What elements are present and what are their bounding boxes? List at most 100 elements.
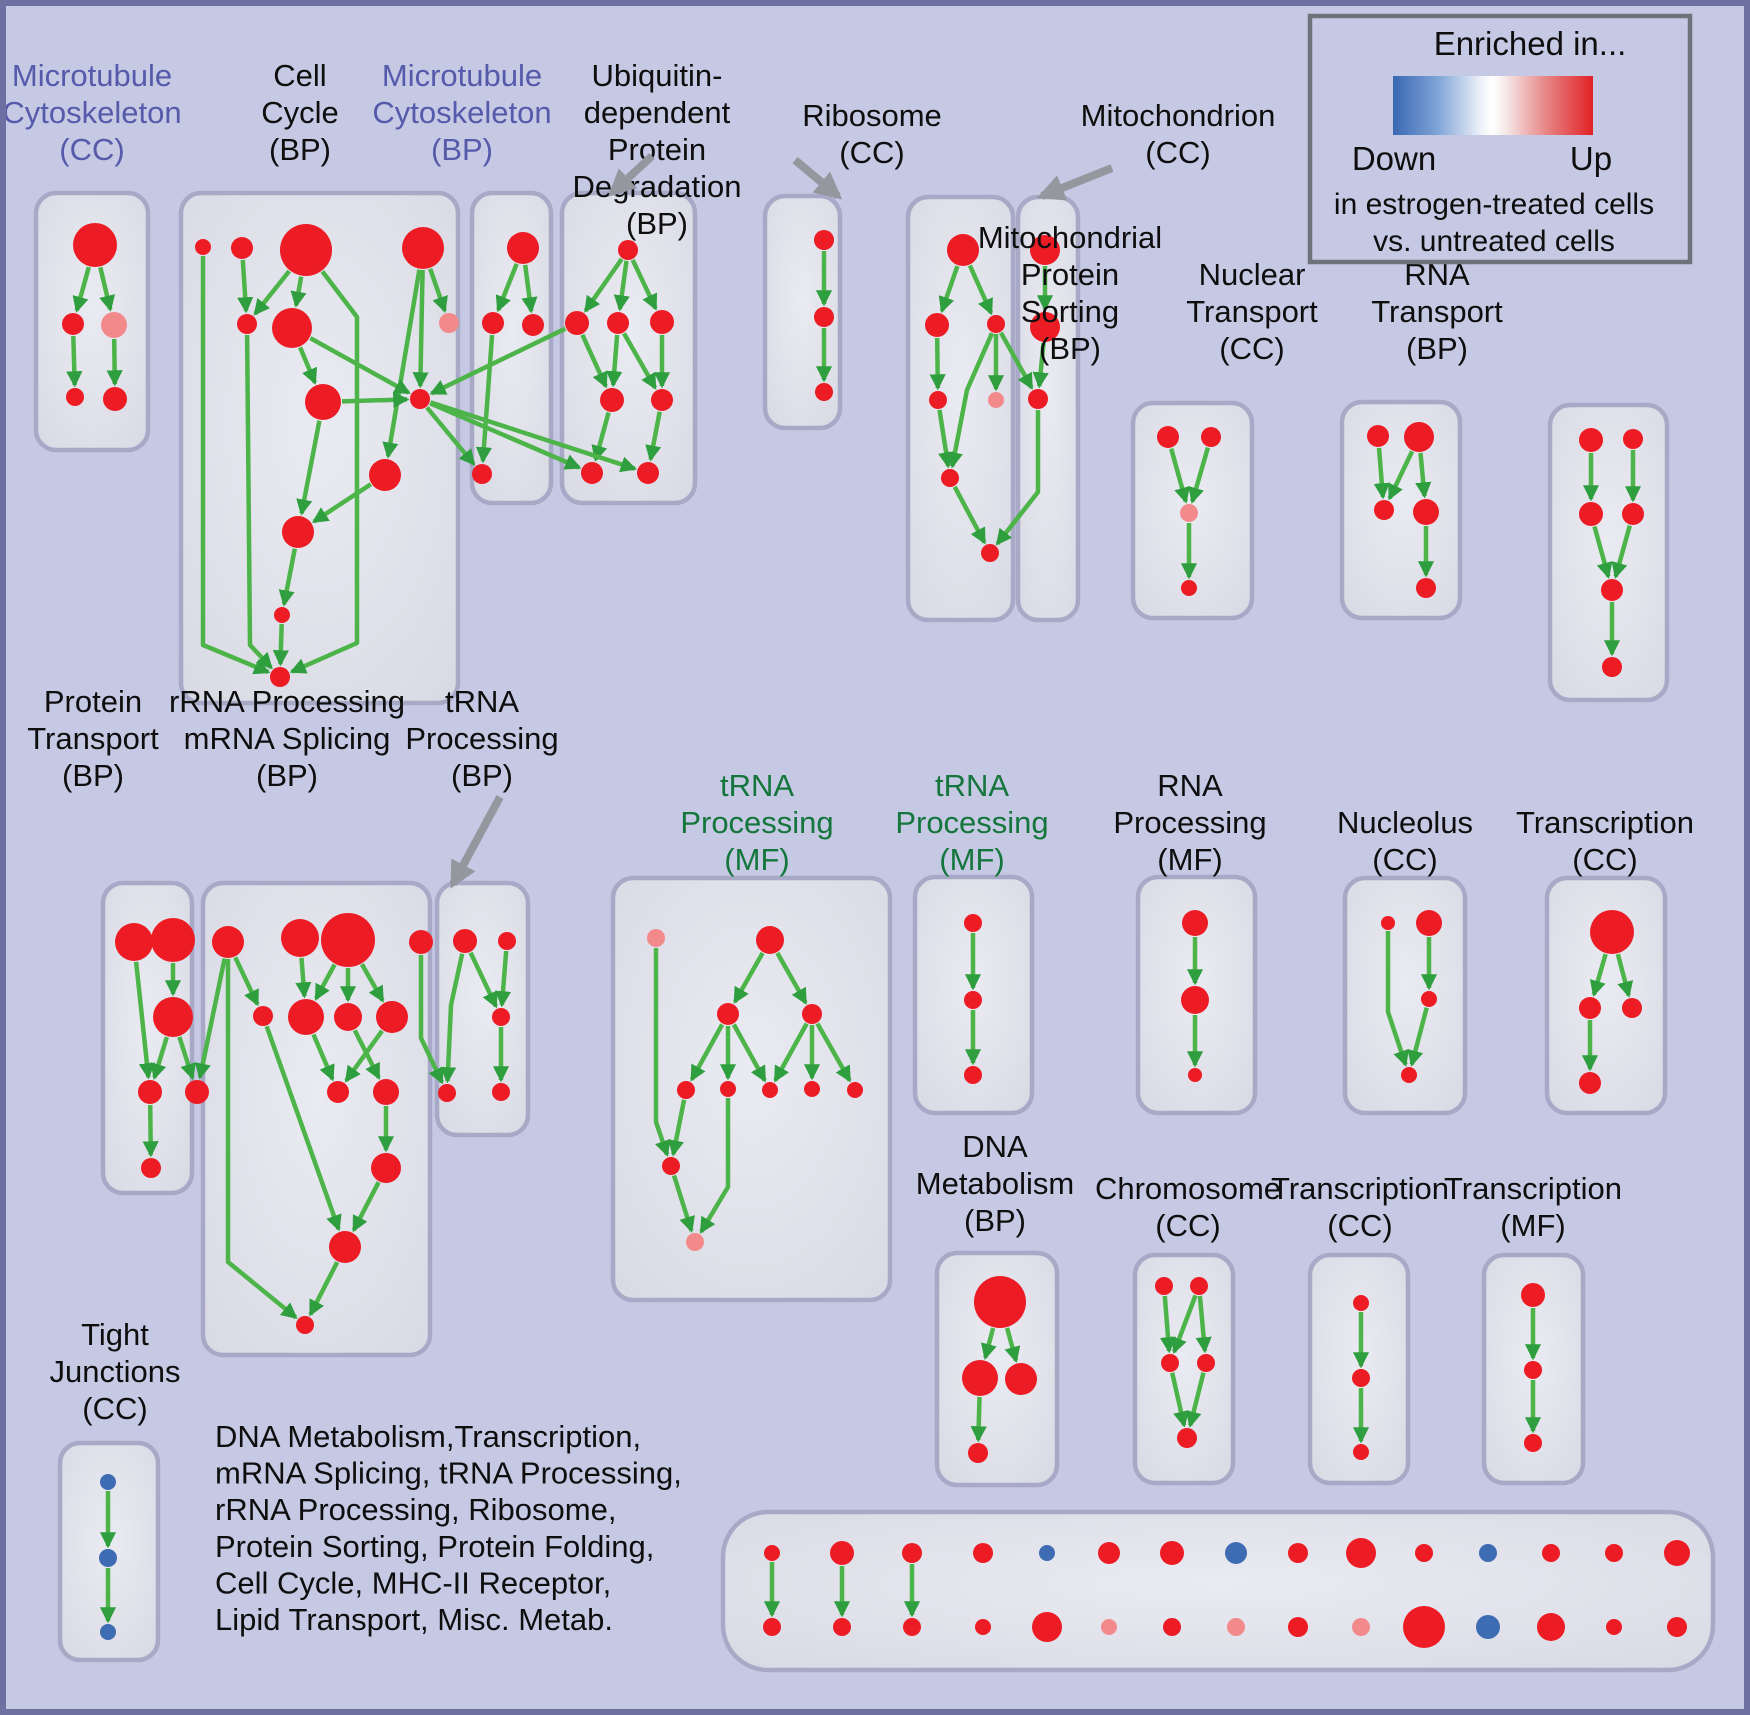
edge-rnat [1611, 524, 1632, 579]
cluster-label-dna-metabolism-line1: DNA [962, 1129, 1028, 1164]
go-term-node-cc-12 [270, 667, 290, 687]
cluster-label-trna-processing-bp-line2: Processing [405, 721, 558, 756]
cluster-label-microtubule-bp-line2: Cytoskeleton [372, 95, 551, 130]
go-term-node-cc-8 [410, 389, 430, 409]
cluster-label-dna-metabolism-line3: (BP) [964, 1203, 1026, 1238]
edge-cc [309, 336, 411, 395]
cluster-label-protein-transport-line2: Transport [27, 721, 159, 756]
go-term-node-ribo-4 [988, 392, 1004, 408]
cluster-label-mitochondrial-protein-sorting-line4: (BP) [1039, 331, 1101, 366]
go-term-node-ubiq-3 [650, 310, 674, 334]
cluster-label-ubiquitin-degradation-line3: Protein [608, 132, 706, 167]
go-term-node-trnamf1-3 [802, 1004, 822, 1024]
go-term-node-cc-1 [231, 237, 253, 259]
cluster-label-mitochondrion-line1: Mitochondrion [1081, 98, 1276, 133]
go-term-node-wide-0 [764, 1545, 780, 1561]
edge-cc [253, 269, 291, 316]
go-term-node-wide-3 [973, 1543, 993, 1563]
go-term-node-rnat-3 [1622, 503, 1644, 525]
go-term-node-nuct-2 [1374, 500, 1394, 520]
go-term-node-cc-3 [402, 227, 444, 269]
go-term-node-prott-1 [151, 918, 195, 962]
edge-cc [341, 391, 410, 408]
edge-nuct [1373, 447, 1390, 500]
go-term-node-nucleolus-2 [1421, 991, 1437, 1007]
go-term-node-mtbp-2 [522, 314, 544, 336]
go-term-node-ribo-3 [929, 391, 947, 409]
cluster-label-transcription-mf-line1: Transcription [1444, 1171, 1622, 1206]
edge-mtcc [98, 266, 115, 312]
go-term-node-cc-11 [274, 607, 290, 623]
go-term-node-wide-21 [1163, 1618, 1181, 1636]
go-term-node-ubiq-2 [607, 312, 629, 334]
edge-transcc2 [1589, 953, 1608, 997]
go-term-node-mtbp-0 [507, 232, 539, 264]
edge-cross-rrna.0-prott.4 [194, 958, 227, 1080]
go-term-node-wide-26 [1476, 1615, 1500, 1639]
cluster-label-mitochondrial-protein-sorting-line3: Sorting [1021, 294, 1119, 329]
edge-ribo [937, 409, 955, 469]
go-term-node-transmf-1 [1524, 1361, 1542, 1379]
cluster-label-microtubule-cc-line3: (CC) [59, 132, 124, 167]
go-term-node-transcc3-2 [1353, 1444, 1369, 1460]
go-term-node-dnamet-0 [974, 1276, 1026, 1328]
edge-ubiq [645, 411, 662, 462]
go-term-node-wide-7 [1225, 1542, 1247, 1564]
go-term-node-wide-11 [1479, 1544, 1497, 1562]
go-term-node-nucleolus-1 [1416, 910, 1442, 936]
cluster-label-transcription-cc-row2-line1: Transcription [1516, 805, 1694, 840]
edge-cross-mito.2-ribo.6 [995, 410, 1041, 546]
cluster-label-protein-transport-line3: (BP) [62, 758, 124, 793]
go-term-node-chrom-1 [1190, 1277, 1208, 1295]
go-term-node-dnamet-3 [968, 1443, 988, 1463]
edge-ubiq [613, 260, 630, 312]
go-term-node-mtcc-0 [73, 223, 117, 267]
cluster-label-rna-transport-line3: (BP) [1406, 331, 1468, 366]
go-term-node-prott-3 [138, 1080, 162, 1104]
go-term-node-chrom-2 [1161, 1354, 1179, 1372]
edge-rrna [351, 1181, 381, 1233]
go-term-node-wide-8 [1288, 1543, 1308, 1563]
edge-trnamf1 [689, 1023, 725, 1082]
cluster-label-mitochondrial-protein-sorting-line1: Mitochondrial [978, 220, 1162, 255]
go-term-node-chrom-0 [1155, 1277, 1173, 1295]
cluster-box-transcc2 [1544, 875, 1668, 1116]
go-term-node-nucleolus-3 [1401, 1067, 1417, 1083]
cluster-label-cell-cycle-line2: Cycle [261, 95, 339, 130]
go-term-node-dnamet-1 [962, 1360, 998, 1396]
go-term-node-trnamf1-8 [847, 1082, 863, 1098]
go-term-node-mtcc-4 [103, 387, 127, 411]
go-term-node-tightj-2 [100, 1624, 116, 1640]
cluster-label-rrna-mrna-line1: rRNA Processing [169, 684, 405, 719]
go-term-node-wide-17 [903, 1618, 921, 1636]
go-term-node-trnabp-2 [492, 1008, 510, 1026]
go-term-node-wide-28 [1606, 1619, 1622, 1635]
go-term-node-rnat-2 [1579, 502, 1603, 526]
go-term-node-ubiq-1 [565, 311, 589, 335]
go-term-node-wide-6 [1160, 1541, 1184, 1565]
go-term-node-transcc2-1 [1579, 997, 1601, 1019]
edge-trnamf1 [668, 1099, 687, 1157]
cluster-label-ubiquitin-degradation-line1: Ubiquitin- [592, 58, 723, 93]
edge-ubiq [606, 334, 623, 388]
edge-trnamf1 [731, 1023, 767, 1083]
edge-chrom [1171, 1294, 1198, 1355]
edge-nuct [1387, 450, 1415, 501]
cluster-label-trna-processing-mf-2-line1: tRNA [935, 768, 1009, 803]
edge-trnabp [440, 953, 465, 1084]
edge-ubiq [622, 332, 658, 390]
go-term-node-trnamf1-2 [717, 1003, 739, 1025]
cluster-label-nucleolus-line1: Nucleolus [1337, 805, 1473, 840]
label-pointer-arrow-to-mitochondrion-box [1036, 164, 1114, 201]
cluster-label-mitochondrion-line2: (CC) [1145, 135, 1210, 170]
cluster-label-transcription-cc-row3-line2: (CC) [1327, 1208, 1392, 1243]
go-term-node-cc-5 [272, 308, 312, 348]
legend-note-line2: vs. untreated cells [1373, 225, 1615, 258]
go-term-node-transcc2-0 [1590, 910, 1634, 954]
cluster-label-rna-processing-mf-line2: Processing [1113, 805, 1266, 840]
edge-prott [133, 961, 155, 1080]
go-term-node-wide-12 [1542, 1544, 1560, 1562]
cluster-label-trna-processing-mf-2-line3: (MF) [939, 842, 1004, 877]
go-term-node-dnamet-2 [1005, 1363, 1037, 1395]
